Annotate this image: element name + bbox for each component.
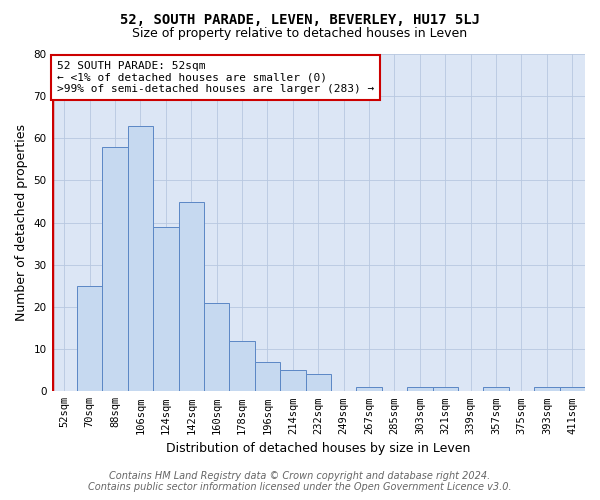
Bar bbox=[433, 387, 458, 392]
Bar bbox=[560, 387, 585, 392]
Bar bbox=[77, 286, 103, 392]
Bar bbox=[484, 387, 509, 392]
Text: Contains HM Land Registry data © Crown copyright and database right 2024.
Contai: Contains HM Land Registry data © Crown c… bbox=[88, 471, 512, 492]
Bar bbox=[128, 126, 153, 392]
Bar bbox=[204, 303, 229, 392]
Text: Size of property relative to detached houses in Leven: Size of property relative to detached ho… bbox=[133, 28, 467, 40]
Bar bbox=[153, 227, 179, 392]
Text: 52 SOUTH PARADE: 52sqm
← <1% of detached houses are smaller (0)
>99% of semi-det: 52 SOUTH PARADE: 52sqm ← <1% of detached… bbox=[57, 60, 374, 94]
Bar bbox=[103, 147, 128, 392]
Text: 52, SOUTH PARADE, LEVEN, BEVERLEY, HU17 5LJ: 52, SOUTH PARADE, LEVEN, BEVERLEY, HU17 … bbox=[120, 12, 480, 26]
Bar bbox=[356, 387, 382, 392]
Bar bbox=[305, 374, 331, 392]
Bar bbox=[229, 340, 255, 392]
Bar bbox=[534, 387, 560, 392]
X-axis label: Distribution of detached houses by size in Leven: Distribution of detached houses by size … bbox=[166, 442, 470, 455]
Y-axis label: Number of detached properties: Number of detached properties bbox=[15, 124, 28, 321]
Bar bbox=[179, 202, 204, 392]
Bar bbox=[280, 370, 305, 392]
Bar bbox=[407, 387, 433, 392]
Bar bbox=[255, 362, 280, 392]
